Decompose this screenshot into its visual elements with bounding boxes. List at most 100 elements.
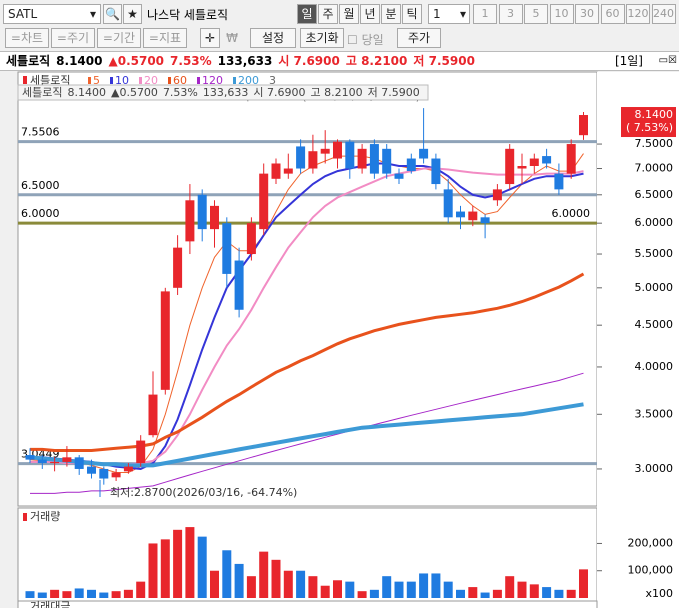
menu-button[interactable]: =기간 [97, 28, 141, 48]
search-button[interactable]: 🔍 [103, 4, 122, 24]
interval-select[interactable]: 1 ▾ [428, 4, 470, 24]
candle-body [271, 163, 281, 179]
high: 고 8.2100 [345, 54, 408, 68]
candle-body [259, 173, 269, 230]
y-tick-label: 3.5000 [635, 407, 674, 420]
volume-bar [259, 551, 269, 598]
tooltip-price: 8.1400 [67, 86, 106, 99]
interval-button[interactable]: 240 [651, 4, 676, 24]
legend-label: 60 [173, 74, 187, 87]
candle-body [111, 472, 121, 478]
period-button[interactable]: 년 [360, 4, 380, 24]
candle-body [579, 115, 588, 136]
interval-button[interactable]: 60 [600, 4, 625, 24]
tooltip-box [17, 84, 429, 101]
legend: 세틀로직 5 10 20 60 120 200 3 [23, 74, 276, 87]
volume-bar [296, 570, 306, 598]
legend-label: 10 [115, 74, 129, 87]
legend-marker [233, 77, 236, 84]
volume-label: 거래량 [30, 510, 60, 523]
tooltip-volume: 133,633 [203, 86, 249, 99]
volume-bar [74, 588, 84, 598]
volume-bar [160, 539, 170, 598]
menu-button[interactable]: =주기 [51, 28, 95, 48]
volume-bar [431, 573, 441, 598]
candle-body [529, 158, 539, 166]
candle-body [357, 148, 367, 169]
candle-body [136, 440, 146, 464]
candle-body [456, 211, 465, 218]
volume-bar [579, 569, 588, 598]
crosshair-button[interactable]: ✛ [200, 28, 220, 48]
interval-button[interactable]: 5 [524, 4, 548, 24]
y-tick-label: 7.0000 [635, 162, 674, 175]
candle-body [505, 148, 515, 185]
interval-button[interactable]: 10 [549, 4, 574, 24]
period-button[interactable]: 일 [297, 4, 317, 24]
legend-marker [23, 76, 27, 84]
legend-label: 3 [269, 74, 276, 87]
legend-marker [168, 77, 171, 84]
period-button[interactable]: 월 [339, 4, 359, 24]
interval-button[interactable]: 30 [575, 4, 599, 24]
moving-average-line [30, 162, 584, 471]
candle-body [173, 247, 183, 288]
price-button[interactable]: 주가 [397, 28, 441, 48]
level-label: 6.0000 [552, 207, 591, 220]
candle-body [382, 148, 392, 174]
reset-button[interactable]: 초기화 [300, 28, 344, 48]
y-tick-label: 5.0000 [635, 281, 674, 294]
volume-bar [542, 587, 552, 598]
legend-marker [88, 77, 91, 84]
legend-marker [197, 77, 200, 84]
last-price-label: 8.1400 [635, 108, 674, 121]
volume-bar [419, 573, 429, 598]
legend-label: 200 [238, 74, 259, 87]
interval-button[interactable]: 120 [626, 4, 650, 24]
interval-button[interactable]: 1 [473, 4, 497, 24]
volume-bar [123, 589, 133, 598]
volume-tick-label: 100,000 [628, 564, 674, 577]
volume-bar [529, 584, 539, 598]
window-icons[interactable]: ▭☒ [658, 55, 677, 66]
y-tick-label: 4.0000 [635, 360, 674, 373]
today-checkbox[interactable]: ☐ 당일 [347, 33, 384, 47]
candle-body [185, 200, 195, 242]
settings-button[interactable]: 설정 [250, 28, 296, 48]
candle-body [234, 260, 244, 310]
next-panel [17, 600, 598, 608]
won-button[interactable]: ₩ [226, 31, 238, 45]
candle-body [197, 194, 207, 230]
last-price-tag [621, 107, 676, 138]
volume-bar [554, 589, 564, 598]
symbol-input[interactable]: SATL ▾ [3, 4, 101, 24]
volume-bar [394, 581, 404, 598]
candle-body [99, 468, 109, 479]
volume-bar [505, 576, 515, 598]
legend-label: 20 [144, 74, 158, 87]
candle-body [25, 455, 35, 460]
tooltip-low: 저 7.5900 [368, 86, 420, 99]
stock-name: 세틀로직 [6, 54, 51, 68]
candle-body [345, 141, 355, 169]
period-button[interactable]: 분 [381, 4, 401, 24]
menu-button[interactable]: =차트 [5, 28, 49, 48]
axis-area [597, 72, 679, 608]
volume-bar [468, 587, 478, 598]
moving-average-line [29, 153, 584, 473]
volume-bar [148, 543, 158, 598]
period-button[interactable]: 주 [318, 4, 338, 24]
favorite-button[interactable]: ★ [123, 4, 142, 24]
rate: 7.53% [170, 54, 212, 68]
interval-button[interactable]: 3 [498, 4, 523, 24]
volume-bar [382, 576, 392, 598]
dropdown-arrow[interactable]: ▾ [89, 7, 96, 21]
volume-bar [517, 581, 527, 598]
last-price-change: ( 7.53%) [626, 121, 673, 134]
period-button[interactable]: 틱 [402, 4, 422, 24]
menu-button[interactable]: =지표 [143, 28, 187, 48]
tooltip-high: 고 8.2100 [311, 86, 363, 99]
market-name: 나스닥 세틀로직 [147, 8, 229, 22]
